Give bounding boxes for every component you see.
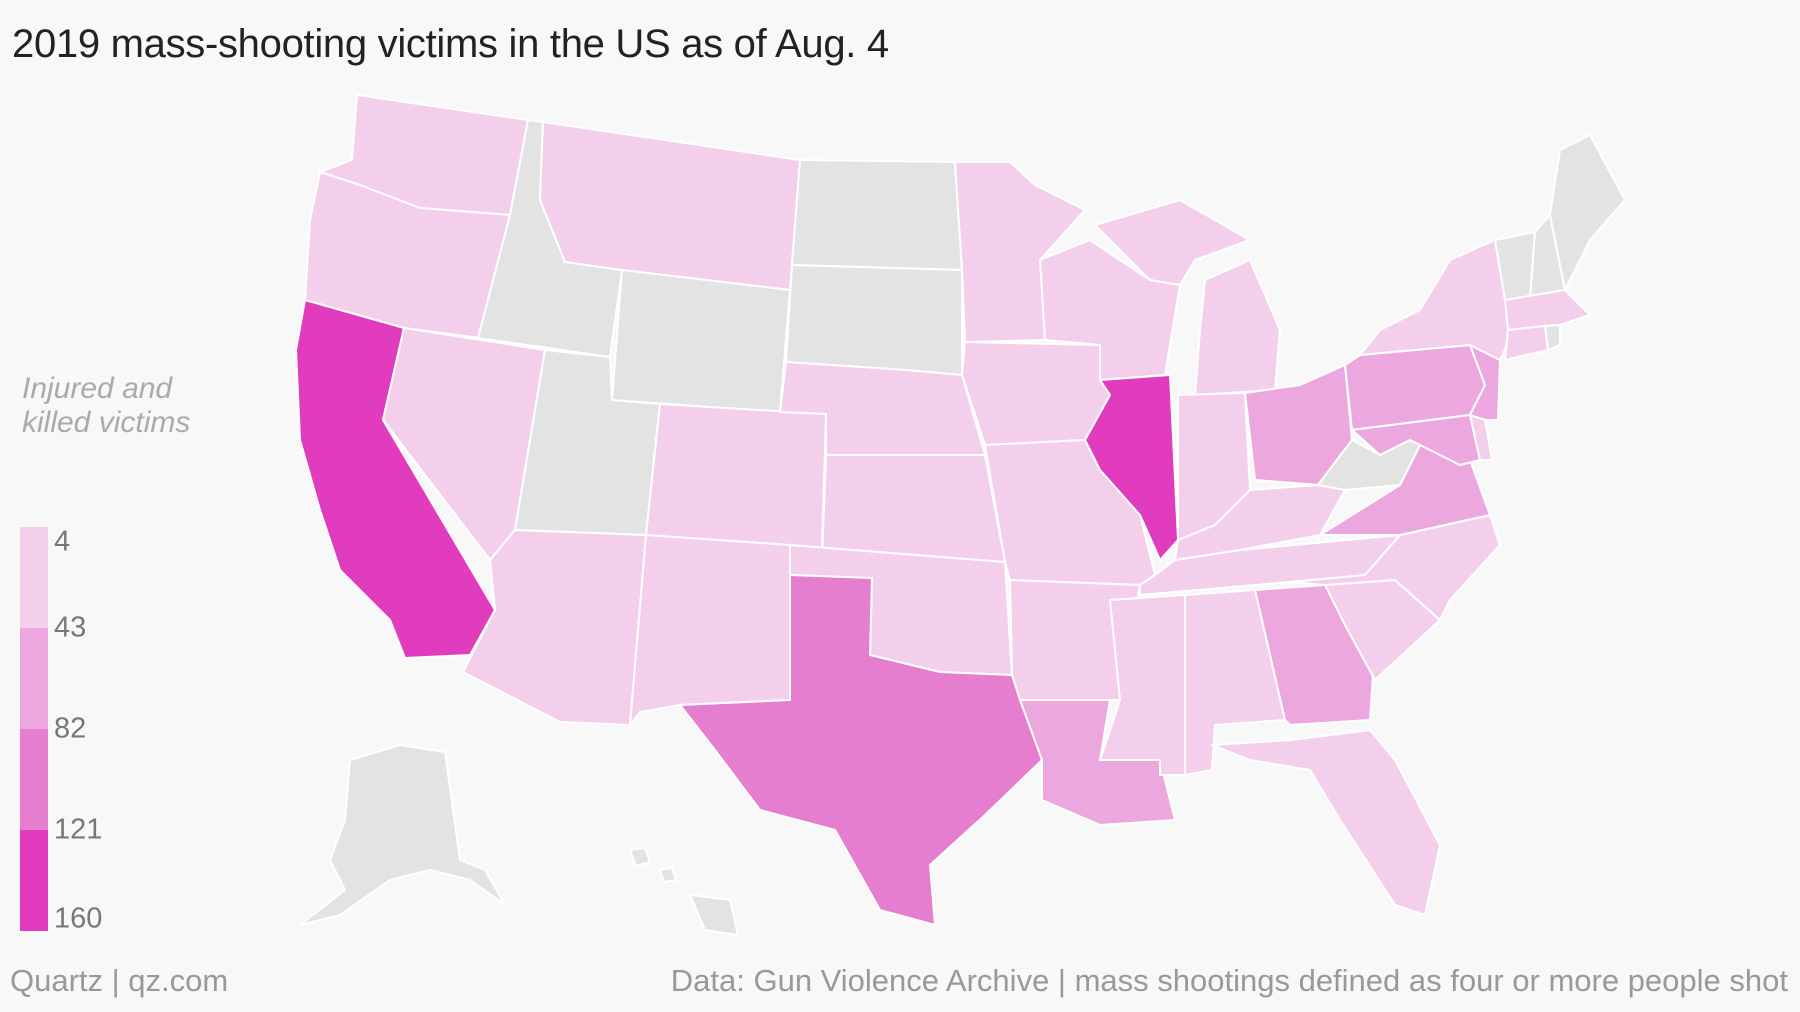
- legend-swatch-4: [20, 830, 48, 931]
- state-florida: [1211, 729, 1441, 916]
- state-north-dakota: [791, 159, 963, 271]
- legend-title-line1: Injured and: [22, 372, 173, 405]
- state-south-dakota: [785, 264, 963, 376]
- state-illinois: [1084, 374, 1179, 561]
- state-texas: [679, 574, 1043, 926]
- legend-title-line2: killed victims: [22, 406, 191, 439]
- legend-tick-121: 121: [54, 813, 103, 846]
- legend-color-scale: 4 43 82 121 160: [20, 525, 250, 935]
- legend-tick-43: 43: [54, 611, 87, 644]
- state-new-york: [1359, 239, 1511, 361]
- state-montana: [539, 121, 801, 291]
- legend-swatch-3: [20, 729, 48, 830]
- state-north-carolina: [1289, 514, 1501, 621]
- chart-title: 2019 mass-shooting victims in the US as …: [12, 22, 889, 66]
- state-new-mexico: [629, 534, 791, 726]
- state-louisiana: [1019, 699, 1176, 826]
- state-arizona: [462, 529, 647, 726]
- state-connecticut: [1504, 325, 1549, 361]
- footer-source-brand: Quartz | qz.com: [10, 963, 229, 998]
- legend-title: Injured and killed victims: [22, 372, 190, 440]
- legend-tick-160: 160: [54, 902, 103, 935]
- state-wyoming: [611, 269, 791, 413]
- state-massachusetts: [1504, 289, 1591, 331]
- legend-swatch-1: [20, 527, 48, 628]
- state-colorado: [645, 403, 827, 549]
- state-rhode-island: [1544, 324, 1561, 351]
- state-hawaii: [629, 847, 739, 936]
- state-maine: [1549, 134, 1626, 291]
- legend-tick-4: 4: [54, 525, 71, 558]
- state-kansas: [821, 454, 1006, 563]
- legend-tick-82: 82: [54, 712, 87, 745]
- state-alaska: [299, 744, 506, 926]
- footer-data-note: Data: Gun Violence Archive | mass shooti…: [670, 963, 1788, 998]
- legend-swatch-2: [20, 628, 48, 729]
- state-iowa: [961, 341, 1111, 446]
